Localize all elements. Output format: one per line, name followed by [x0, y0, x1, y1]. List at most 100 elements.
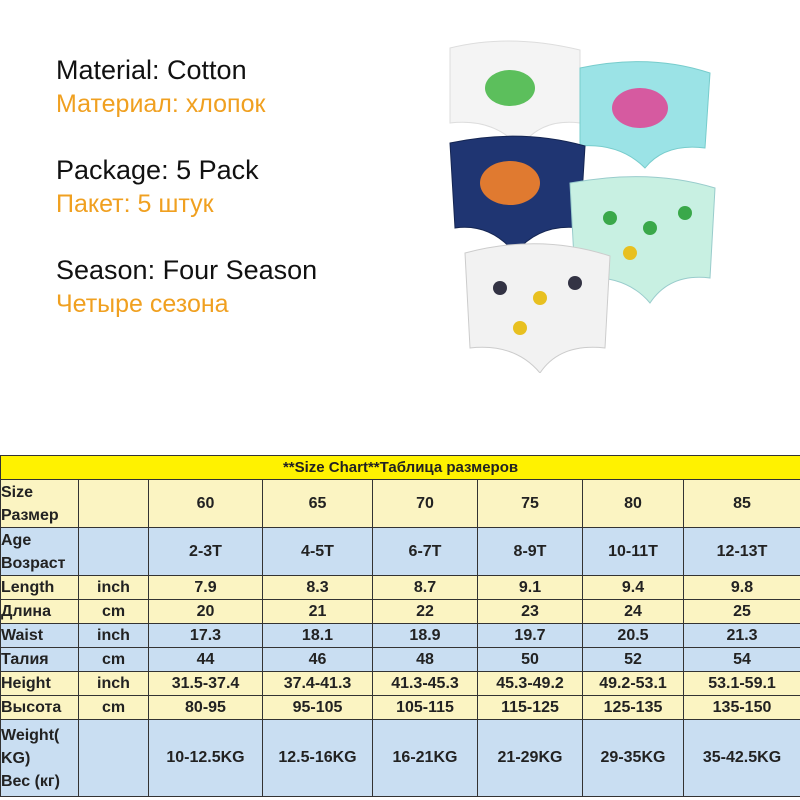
feature-ru: Материал: хлопок [56, 90, 266, 118]
cell: 17.3 [148, 623, 263, 648]
table-row: Талия cm 44 46 48 50 52 54 [0, 647, 800, 672]
feature-ru: Пакет: 5 штук [56, 190, 214, 218]
cell: 70 [372, 479, 478, 528]
cell: 25 [682, 599, 800, 624]
cell: 60 [148, 479, 263, 528]
cell: 48 [372, 647, 478, 672]
row-label: Высота [0, 695, 79, 720]
row-label: Талия [0, 647, 79, 672]
product-cyan [579, 61, 711, 169]
table-title: **Size Chart**Таблица размеров [0, 455, 800, 480]
row-label-line: Размер [1, 506, 59, 524]
cell: 105-115 [372, 695, 478, 720]
table-row: Длина cm 20 21 22 23 24 25 [0, 599, 800, 624]
row-label-line: Age [1, 531, 32, 549]
cell: 46 [262, 647, 373, 672]
cell: 24 [582, 599, 684, 624]
feature-en: Package: 5 Pack [56, 155, 259, 185]
unit-empty [78, 527, 149, 576]
cell: 19.7 [477, 623, 583, 648]
row-label: Height [0, 671, 79, 696]
cell: 7.9 [148, 575, 263, 600]
product-navy [449, 135, 586, 254]
row-label-line: Height [1, 675, 51, 692]
row-label: Длина [0, 599, 79, 624]
cell: 50 [477, 647, 583, 672]
cell: 12.5-16KG [262, 719, 373, 797]
cell: 21.3 [682, 623, 800, 648]
cell: 12-13T [682, 527, 800, 576]
cell: 31.5-37.4 [148, 671, 263, 696]
cell: 65 [262, 479, 373, 528]
size-table: **Size Chart**Таблица размеров Size Размер… [0, 455, 800, 797]
unit-empty [78, 719, 149, 797]
title-row: **Size Chart**Таблица размеров [0, 455, 800, 480]
feature: Material: Cotton Материал: хлопок [56, 55, 265, 119]
unit: cm [78, 695, 149, 720]
cell: 115-125 [477, 695, 583, 720]
unit: cm [78, 599, 149, 624]
row-label: Weight( KG) Вес (кг) [0, 719, 79, 797]
feature-en: Material: Cotton [56, 55, 247, 85]
cell: 49.2-53.1 [582, 671, 684, 696]
unit-empty [78, 479, 149, 528]
cell: 125-135 [582, 695, 684, 720]
row-label-line: Высота [1, 699, 62, 716]
row-label: Age Возраст [0, 527, 79, 576]
feature-ru: Четыре сезона [56, 290, 229, 318]
cell: 80 [582, 479, 684, 528]
cell: 9.1 [477, 575, 583, 600]
cell: 95-105 [262, 695, 373, 720]
cell: 8.7 [372, 575, 478, 600]
cell: 53.1-59.1 [682, 671, 800, 696]
cell: 20.5 [582, 623, 684, 648]
row-label-line: Длина [1, 603, 51, 620]
cell: 45.3-49.2 [477, 671, 583, 696]
row-label: Size Размер [0, 479, 79, 528]
table-row: Length inch 7.9 8.3 8.7 9.1 9.4 9.8 [0, 575, 800, 600]
row-label-line: Вес (кг) [1, 772, 60, 790]
unit: inch [78, 671, 149, 696]
table-row: Height inch 31.5-37.4 37.4-41.3 41.3-45.3 45.… [0, 671, 800, 696]
cell: 23 [477, 599, 583, 624]
cell: 21 [262, 599, 373, 624]
cell: 2-3T [148, 527, 263, 576]
row-label-line: Weight( [1, 726, 60, 744]
cell: 18.9 [372, 623, 478, 648]
product-white-print [464, 243, 611, 373]
table-row: Size Размер 60 65 70 75 80 85 [0, 479, 800, 528]
cell: 22 [372, 599, 478, 624]
cell: 21-29KG [477, 719, 583, 797]
cell: 44 [148, 647, 263, 672]
row-label-line: Length [1, 579, 55, 596]
row-label-line: Waist [1, 627, 44, 644]
cell: 10-12.5KG [148, 719, 263, 797]
feature-en: Season: Four Season [56, 255, 318, 285]
unit: inch [78, 575, 149, 600]
cell: 10-11T [582, 527, 684, 576]
table-row: Высота cm 80-95 95-105 105-115 115-125 125-135… [0, 695, 800, 720]
unit: inch [78, 623, 149, 648]
row-label: Waist [0, 623, 79, 648]
cell: 9.4 [582, 575, 684, 600]
cell: 9.8 [682, 575, 800, 600]
cell: 52 [582, 647, 684, 672]
cell: 35-42.5KG [682, 719, 800, 797]
cell: 29-35KG [582, 719, 684, 797]
cell: 54 [682, 647, 800, 672]
cell: 75 [477, 479, 583, 528]
row-label: Length [0, 575, 79, 600]
cell: 16-21KG [372, 719, 478, 797]
cell: 4-5T [262, 527, 373, 576]
table-row: Waist inch 17.3 18.1 18.9 19.7 20.5 21.3 [0, 623, 800, 648]
row-label-line: KG) [1, 749, 31, 767]
feature: Season: Four Season Четыре сезона [56, 255, 317, 319]
table-row: Weight( KG) Вес (кг) 10-12.5KG 12.5-16KG 16-2… [0, 719, 800, 797]
cell: 85 [682, 479, 800, 528]
cell: 80-95 [148, 695, 263, 720]
cell: 18.1 [262, 623, 373, 648]
cell: 37.4-41.3 [262, 671, 373, 696]
cell: 6-7T [372, 527, 478, 576]
cell: 8.3 [262, 575, 373, 600]
